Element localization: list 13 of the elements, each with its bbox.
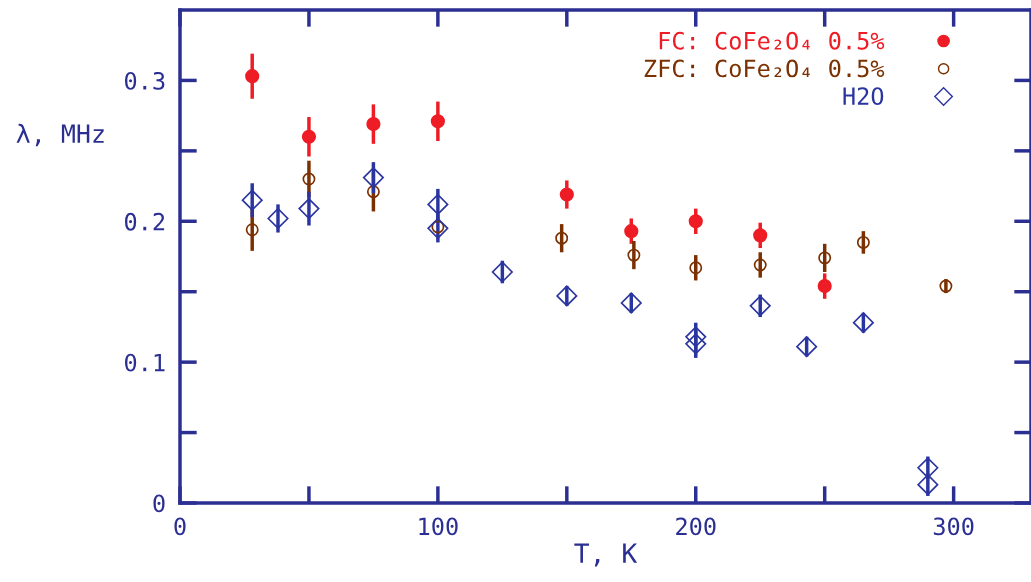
legend-label: ZFC: CoFe₂O₄ 0.5% — [644, 59, 885, 78]
y-tick-label: 0.1 — [125, 353, 165, 372]
x-tick-label: 100 — [419, 517, 458, 536]
y-axis-title: λ, MHz — [16, 123, 104, 147]
y-tick-label: 0.2 — [125, 212, 165, 231]
y-tick-label: 0 — [153, 494, 165, 513]
x-axis-title: T, K — [574, 543, 638, 567]
x-tick-label: 0 — [174, 517, 186, 536]
x-tick-label: 300 — [933, 517, 974, 536]
y-tick-label: 0.3 — [125, 71, 165, 90]
legend-label: H2O — [843, 87, 884, 106]
x-tick-label: 200 — [676, 517, 716, 536]
legend-label: FC: CoFe₂O₄ 0.5% — [659, 31, 885, 50]
